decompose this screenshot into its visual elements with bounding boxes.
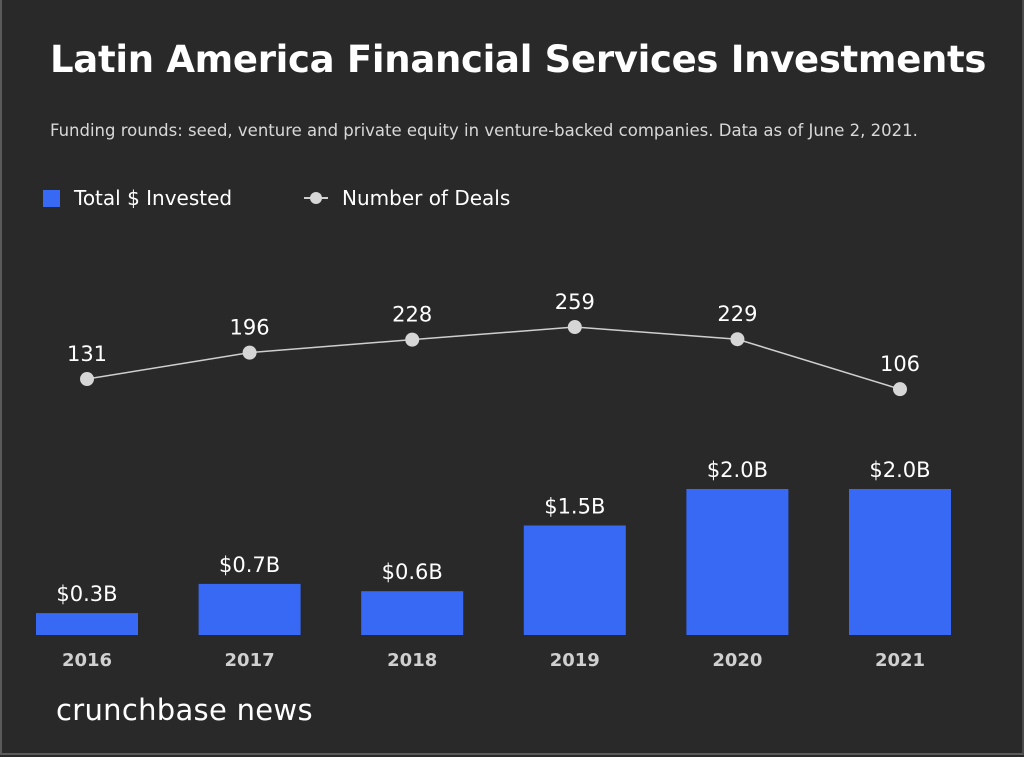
deals-point [242, 345, 257, 360]
x-tick-label: 2021 [875, 650, 925, 671]
deals-value-label: 131 [67, 342, 107, 366]
bar [849, 489, 951, 635]
legend-label: Total $ Invested [74, 186, 233, 210]
x-tick-label: 2020 [712, 650, 762, 671]
deals-value-label: 106 [880, 352, 920, 376]
deals-value-label: 228 [392, 303, 432, 327]
deals-line [86, 326, 901, 390]
bar-value-label: $2.0B [869, 458, 930, 482]
deals-point [405, 332, 420, 347]
bar-value-label: $2.0B [707, 458, 768, 482]
deals-point [893, 382, 907, 397]
crunchbase-news-logo: crunchbase news [56, 693, 313, 727]
bar [198, 583, 301, 635]
deals-point [80, 372, 94, 387]
x-tick-label: 2017 [225, 650, 275, 671]
x-tick-label: 2018 [387, 650, 437, 671]
deals-point [567, 320, 582, 335]
deals-value-label: 259 [555, 290, 595, 314]
bar [36, 613, 138, 635]
legend-item-invested: Total $ Invested [43, 186, 232, 210]
x-tick-label: 2016 [62, 650, 112, 671]
legend-bar-swatch-icon [43, 189, 60, 207]
bar-value-label: $1.5B [544, 495, 605, 519]
deals-value-label: 196 [230, 316, 270, 340]
bar-value-label: $0.6B [382, 560, 443, 584]
deals-value-label: 229 [717, 302, 757, 326]
x-tick-label: 2019 [550, 650, 600, 671]
legend-label: Number of Deals [342, 186, 511, 210]
legend-item-deals: Number of Deals [304, 186, 510, 210]
legend-line-marker-icon [304, 192, 328, 204]
chart-title: Latin America Financial Services Investm… [50, 38, 987, 81]
bar [523, 525, 626, 635]
chart-subtitle: Funding rounds: seed, venture and privat… [50, 121, 918, 140]
bar [361, 591, 464, 635]
deals-point [730, 332, 745, 347]
bar-value-label: $0.3B [56, 582, 117, 606]
bar [686, 489, 789, 635]
bar-value-label: $0.7B [219, 553, 280, 577]
